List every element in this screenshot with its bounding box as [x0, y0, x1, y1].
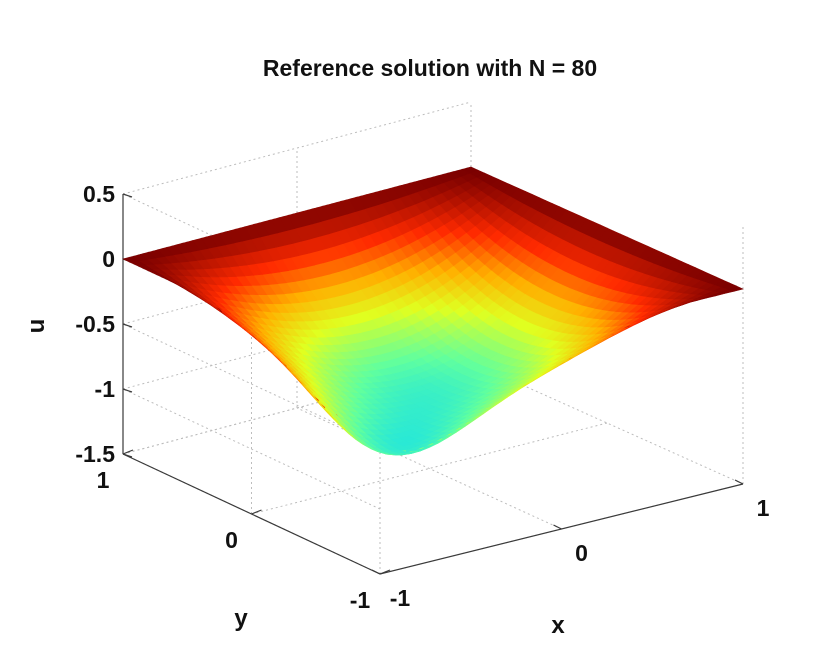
- grid-line: [296, 407, 562, 530]
- z-tick-label: 0.5: [83, 181, 115, 207]
- z-tick-mark: [122, 323, 133, 328]
- x-axis-label: x: [551, 612, 565, 639]
- z-tick-mark: [122, 193, 133, 198]
- x-tick-mark: [553, 524, 562, 530]
- z-tick-mark: [122, 453, 133, 458]
- x-tick-mark: [371, 569, 381, 575]
- x-tick-label: 1: [757, 495, 770, 521]
- z-tick-label: -1.5: [75, 441, 115, 467]
- x-tick-mark: [734, 479, 744, 485]
- y-tick-mark: [379, 569, 391, 575]
- y-tick-label: -1: [350, 587, 371, 613]
- grid-line: [122, 101, 472, 195]
- y-tick-mark: [251, 509, 262, 515]
- x-tick-label: -1: [390, 585, 411, 611]
- chart-title: Reference solution with N = 80: [263, 55, 597, 81]
- z-tick-mark: [122, 388, 133, 393]
- y-axis-label: y: [234, 605, 248, 632]
- z-axis-label: u: [23, 319, 50, 334]
- y-tick-label: 0: [225, 527, 238, 553]
- surface-patch: [122, 256, 139, 263]
- z-tick-label: 0: [102, 246, 115, 272]
- grid-line: [251, 422, 608, 515]
- y-tick-mark: [122, 449, 134, 455]
- z-tick-label: -1: [95, 376, 116, 402]
- surface-plot: [122, 166, 744, 456]
- y-tick-label: 1: [97, 467, 110, 493]
- z-tick-label: -0.5: [75, 311, 115, 337]
- x-tick-label: 0: [575, 540, 588, 566]
- axes: [122, 193, 744, 575]
- tick-labels: -1.5 -1 -0.5 0 0.5 1 0 -1 -1 0 1: [75, 181, 769, 613]
